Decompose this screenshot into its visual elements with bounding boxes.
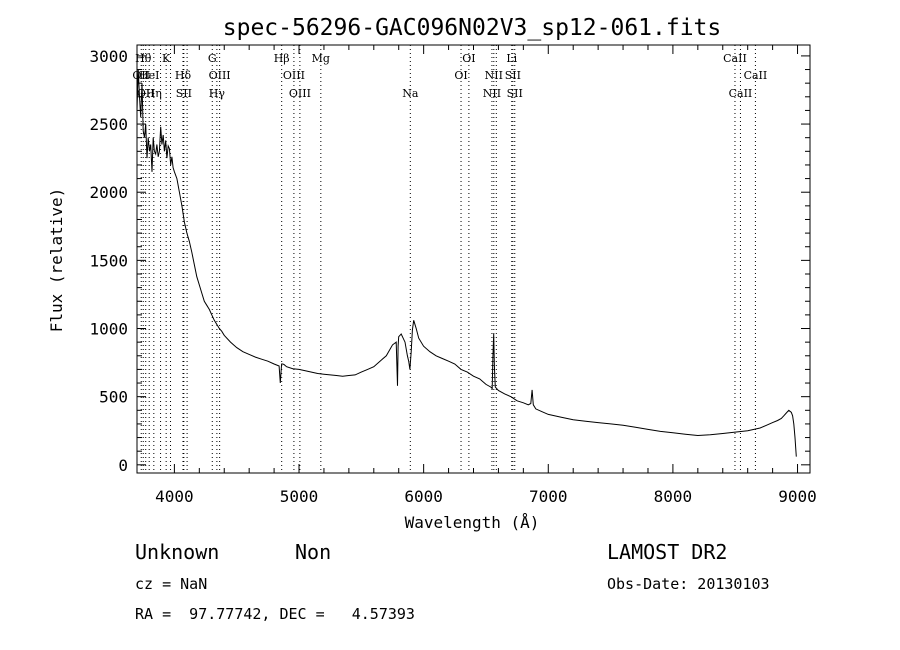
line-label-4: Hη bbox=[146, 87, 162, 100]
line-label-29: CaII bbox=[744, 69, 768, 82]
line-label-16: OIII bbox=[289, 87, 311, 100]
y-tick-label-3000: 3000 bbox=[89, 47, 128, 66]
line-label-9: SII bbox=[176, 87, 192, 100]
survey-name: LAMOST DR2 bbox=[607, 540, 728, 564]
reference-lines: OIIHθOIIHeIHηKHδSIIGHγOIIIHβOIIIOIIIMgNa… bbox=[132, 45, 767, 473]
spectral-subclass: Non bbox=[295, 540, 332, 564]
line-label-13: OIII bbox=[209, 69, 231, 82]
line-label-27: CaII bbox=[723, 52, 747, 65]
line-label-0: OII bbox=[132, 69, 150, 82]
x-axis-label: Wavelength (Å) bbox=[405, 513, 540, 532]
axis-ticks: 4000 5000 6000 7000 8000 9000 0 500 1000 1500 2000… bbox=[89, 45, 817, 506]
line-label-28: CaII bbox=[729, 87, 753, 100]
x-tick-label-6000: 6000 bbox=[404, 487, 443, 506]
line-label-3: HeI bbox=[139, 69, 159, 82]
spectrum-series-line bbox=[136, 69, 797, 457]
line-label-18: Na bbox=[402, 87, 419, 100]
y-tick-label-0: 0 bbox=[118, 456, 128, 475]
y-tick-label-1500: 1500 bbox=[89, 251, 128, 270]
line-label-6: K bbox=[162, 52, 171, 65]
plot-frame bbox=[136, 44, 811, 474]
line-label-11: G bbox=[208, 52, 217, 65]
line-label-25: SII bbox=[505, 69, 521, 82]
y-tick-label-2500: 2500 bbox=[89, 115, 128, 134]
line-label-24: Li bbox=[506, 52, 517, 65]
x-tick-label-5000: 5000 bbox=[280, 487, 319, 506]
chart-title: spec-56296-GAC096N02V3_sp12-061.fits bbox=[223, 15, 722, 41]
x-tick-label-4000: 4000 bbox=[155, 487, 194, 506]
line-label-19: OI bbox=[454, 69, 467, 82]
line-label-20: OI bbox=[462, 52, 475, 65]
line-label-1: Hθ bbox=[135, 52, 152, 65]
line-label-17: Mg bbox=[312, 52, 330, 65]
y-axis-label: Flux (relative) bbox=[47, 188, 66, 333]
x-tick-label-8000: 8000 bbox=[654, 487, 693, 506]
line-label-12: Hγ bbox=[209, 87, 226, 100]
x-tick-label-9000: 9000 bbox=[778, 487, 817, 506]
spectral-class: Unknown bbox=[135, 540, 220, 564]
y-tick-label-1000: 1000 bbox=[89, 320, 128, 339]
coordinates: RA = 97.77742, DEC = 4.57393 bbox=[135, 605, 415, 623]
y-tick-label-2000: 2000 bbox=[89, 183, 128, 202]
line-label-15: OIII bbox=[283, 69, 305, 82]
line-label-8: Hδ bbox=[175, 69, 192, 82]
observation-date: Obs-Date: 20130103 bbox=[607, 575, 770, 593]
y-tick-label-500: 500 bbox=[99, 388, 128, 407]
x-tick-label-7000: 7000 bbox=[529, 487, 568, 506]
redshift-cz: cz = NaN bbox=[135, 575, 208, 593]
line-label-22: NII bbox=[485, 69, 503, 82]
line-label-14: Hβ bbox=[274, 52, 290, 65]
line-label-26: SII bbox=[507, 87, 523, 100]
line-label-21: NII bbox=[483, 87, 501, 100]
